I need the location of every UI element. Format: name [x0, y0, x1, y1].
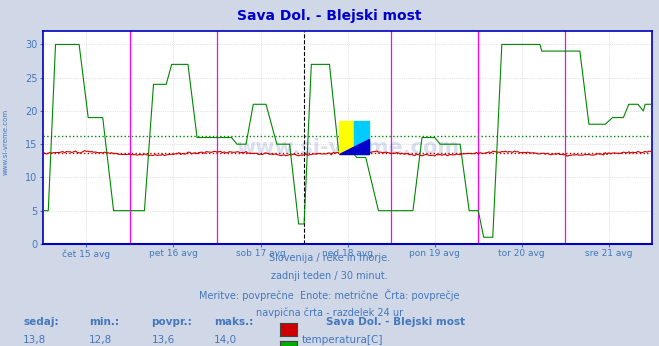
Text: 14,0: 14,0	[214, 335, 237, 345]
Text: Sava Dol. - Blejski most: Sava Dol. - Blejski most	[237, 9, 422, 22]
Text: povpr.:: povpr.:	[152, 317, 192, 327]
Text: Slovenija / reke in morje.: Slovenija / reke in morje.	[269, 253, 390, 263]
Bar	[339, 121, 354, 154]
Bar	[354, 121, 370, 154]
Text: 13,6: 13,6	[152, 335, 175, 345]
Text: temperatura[C]: temperatura[C]	[302, 335, 384, 345]
Text: sedaj:: sedaj:	[23, 317, 59, 327]
Polygon shape	[339, 139, 370, 154]
Text: 12,8: 12,8	[89, 335, 112, 345]
Text: maks.:: maks.:	[214, 317, 254, 327]
Text: 13,8: 13,8	[23, 335, 46, 345]
Text: zadnji teden / 30 minut.: zadnji teden / 30 minut.	[271, 271, 388, 281]
Text: Sava Dol. - Blejski most: Sava Dol. - Blejski most	[326, 317, 465, 327]
Text: www.si-vreme.com: www.si-vreme.com	[236, 138, 459, 158]
Text: www.si-vreme.com: www.si-vreme.com	[2, 109, 9, 175]
Text: min.:: min.:	[89, 317, 119, 327]
Text: Meritve: povprečne  Enote: metrične  Črta: povprečje: Meritve: povprečne Enote: metrične Črta:…	[199, 289, 460, 301]
Text: navpična črta - razdelek 24 ur: navpična črta - razdelek 24 ur	[256, 307, 403, 318]
